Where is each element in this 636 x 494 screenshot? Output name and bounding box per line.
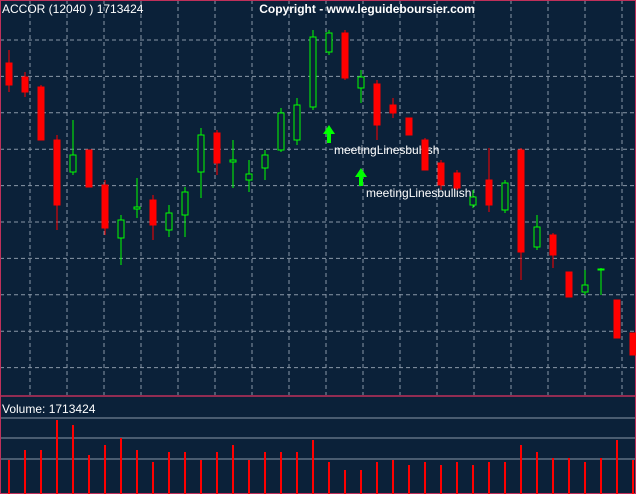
candle-body [341, 32, 349, 79]
candle-body [533, 226, 541, 248]
candle-body [469, 196, 477, 206]
annotation: meetingLinesbullish [334, 143, 439, 157]
candle-body [37, 86, 45, 141]
candle-body [261, 154, 269, 169]
candle-body [629, 332, 636, 356]
candle-body [149, 199, 157, 226]
candle-body [613, 299, 621, 339]
copyright: Copyright - www.leguideboursier.com [259, 2, 475, 16]
candle-body [85, 149, 93, 188]
candle-body [325, 32, 333, 53]
candle-body [581, 284, 589, 293]
candle-body [117, 219, 125, 239]
candle-body [133, 206, 141, 210]
candle-body [229, 159, 237, 163]
candle-body [101, 184, 109, 229]
candle-body [213, 132, 221, 164]
candle-body [181, 191, 189, 216]
candle-body [53, 139, 61, 206]
volume-label: Volume: 1713424 [2, 402, 96, 416]
candle-body [373, 83, 381, 126]
candle-body [485, 179, 493, 206]
candle-body [357, 76, 365, 89]
candle-body [197, 134, 205, 173]
candle-body [437, 162, 445, 186]
candle-body [501, 182, 509, 211]
candle-body [549, 234, 557, 256]
chart-title: ACCOR (12040 ) 1713424 [2, 2, 144, 16]
candle-body [565, 271, 573, 298]
candle-body [389, 104, 397, 114]
grid [0, 0, 636, 395]
arrow-up [355, 168, 367, 186]
arrow-up [323, 125, 335, 143]
candle-body [453, 172, 461, 189]
candle-body [69, 154, 77, 173]
candle-body [5, 62, 13, 86]
candle-body [405, 117, 413, 136]
candle-body [597, 268, 605, 271]
candle-body [421, 139, 429, 171]
candle-body [517, 149, 525, 253]
annotation: meetingLinesbullish [366, 186, 471, 200]
candle-body [277, 112, 285, 151]
candle-body [245, 173, 253, 181]
candle-body [309, 36, 317, 108]
candle-body [21, 76, 29, 93]
candle-body [165, 212, 173, 231]
candle-body [293, 104, 301, 141]
